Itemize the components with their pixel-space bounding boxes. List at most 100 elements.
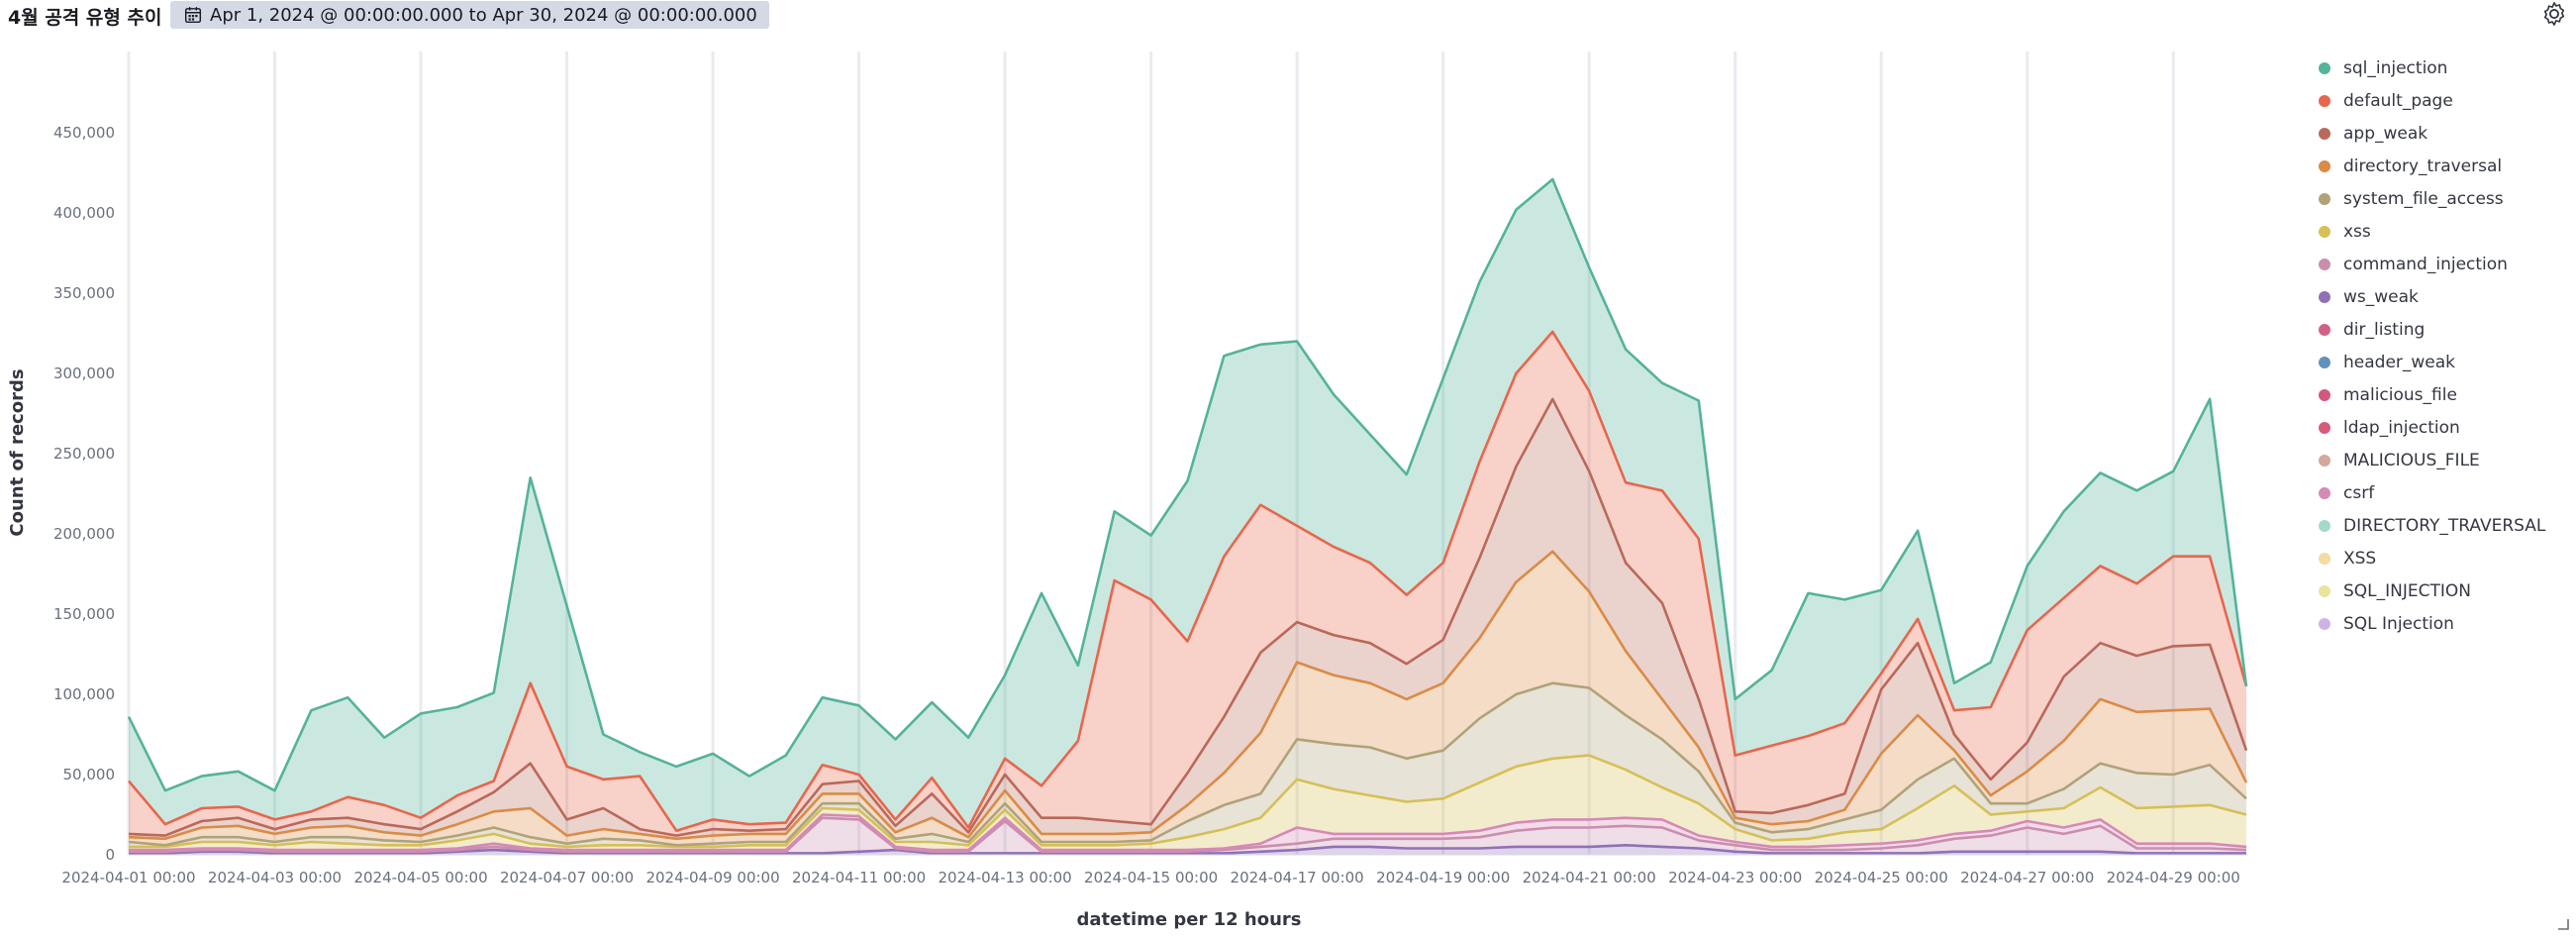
legend-swatch — [2319, 94, 2330, 107]
legend-label: malicious_file — [2343, 384, 2457, 405]
legend-item[interactable]: SQL Injection — [2319, 607, 2545, 640]
legend-item[interactable]: csrf — [2319, 476, 2545, 509]
y-tick-label: 150,000 — [53, 605, 115, 623]
legend-swatch — [2319, 127, 2330, 140]
legend-label: csrf — [2343, 482, 2375, 503]
legend-swatch — [2319, 388, 2330, 401]
legend-label: ldap_injection — [2343, 417, 2460, 438]
x-tick-label: 2024-04-03 00:00 — [208, 869, 342, 886]
legend-label: sql_injection — [2343, 57, 2448, 78]
x-tick-label: 2024-04-01 00:00 — [61, 869, 195, 886]
series-areas — [129, 179, 2246, 855]
x-tick-label: 2024-04-15 00:00 — [1084, 869, 1218, 886]
legend-item[interactable]: app_weak — [2319, 117, 2545, 150]
legend-label: MALICIOUS_FILE — [2343, 450, 2480, 470]
y-tick-label: 250,000 — [53, 445, 115, 463]
gear-icon[interactable] — [2540, 0, 2568, 28]
x-tick-label: 2024-04-11 00:00 — [792, 869, 926, 886]
area-default_page — [129, 331, 2246, 836]
legend-swatch — [2319, 61, 2330, 74]
legend-swatch — [2319, 192, 2330, 205]
legend-item[interactable]: malicious_file — [2319, 378, 2545, 411]
legend-item[interactable]: directory_traversal — [2319, 150, 2545, 182]
legend-item[interactable]: dir_listing — [2319, 313, 2545, 346]
legend-item[interactable]: SQL_INJECTION — [2319, 574, 2545, 607]
time-range-badge[interactable]: Apr 1, 2024 @ 00:00:00.000 to Apr 30, 20… — [170, 1, 769, 29]
y-axis-ticks: 0 50,000 100,000 150,000 200,000 250,000 300,0… — [53, 124, 115, 864]
legend-item[interactable]: ldap_injection — [2319, 411, 2545, 444]
legend-swatch — [2319, 584, 2330, 597]
legend-item[interactable]: xss — [2319, 215, 2545, 248]
y-tick-label: 400,000 — [53, 204, 115, 222]
legend-label: DIRECTORY_TRAVERSAL — [2343, 515, 2546, 536]
legend-label: header_weak — [2343, 352, 2456, 372]
y-tick-label: 350,000 — [53, 284, 115, 302]
legend-label: directory_traversal — [2343, 156, 2503, 176]
line-system_file_access — [128, 681, 2247, 847]
x-tick-label: 2024-04-19 00:00 — [1376, 869, 1510, 886]
area-system_file_access — [129, 682, 2246, 847]
series-lines — [127, 177, 2248, 855]
y-tick-label: 200,000 — [53, 525, 115, 543]
legend-item[interactable]: ws_weak — [2319, 280, 2545, 313]
x-axis-title: datetime per 12 hours — [1077, 909, 1302, 930]
line-app_weak — [128, 397, 2248, 837]
legend-swatch — [2319, 617, 2330, 630]
legend-item[interactable]: command_injection — [2319, 248, 2545, 280]
y-tick-label: 100,000 — [53, 685, 115, 703]
x-tick-label: 2024-04-09 00:00 — [645, 869, 779, 886]
grid-lines — [127, 52, 2175, 855]
legend-swatch — [2319, 290, 2330, 303]
area-ws_weak — [129, 845, 2246, 855]
x-tick-label: 2024-04-23 00:00 — [1668, 869, 1802, 886]
line-xss — [129, 754, 2247, 849]
legend-item[interactable]: system_file_access — [2319, 182, 2545, 215]
y-tick-label: 0 — [105, 846, 115, 864]
legend-item[interactable]: sql_injection — [2319, 52, 2545, 84]
legend-label: ws_weak — [2343, 286, 2419, 307]
resize-handle-icon[interactable] — [2556, 917, 2570, 931]
x-tick-label: 2024-04-21 00:00 — [1523, 869, 1656, 886]
legend-swatch — [2319, 159, 2330, 172]
line-default_page — [128, 330, 2248, 832]
legend-item[interactable]: DIRECTORY_TRAVERSAL — [2319, 509, 2545, 542]
area-sql_injection — [129, 179, 2246, 831]
legend-label: command_injection — [2343, 254, 2508, 274]
x-tick-label: 2024-04-13 00:00 — [939, 869, 1072, 886]
line-csrf — [129, 813, 2247, 852]
time-range-text: Apr 1, 2024 @ 00:00:00.000 to Apr 30, 20… — [210, 4, 757, 26]
legend-label: system_file_access — [2343, 188, 2504, 209]
x-tick-label: 2024-04-25 00:00 — [1815, 869, 1948, 886]
legend-label: app_weak — [2343, 123, 2428, 144]
x-tick-label: 2024-04-05 00:00 — [353, 869, 487, 886]
legend-label: default_page — [2343, 90, 2453, 111]
x-tick-label: 2024-04-07 00:00 — [500, 869, 634, 886]
y-tick-label: 50,000 — [63, 766, 116, 783]
legend-label: dir_listing — [2343, 319, 2426, 340]
legend-swatch — [2319, 454, 2330, 467]
legend-label: SQL Injection — [2343, 613, 2454, 634]
x-tick-label: 2024-04-17 00:00 — [1231, 869, 1364, 886]
calendar-icon — [184, 7, 202, 24]
line-command_injection — [129, 816, 2247, 854]
area-xss — [129, 755, 2246, 851]
line-directory_traversal — [128, 550, 2248, 841]
legend-item[interactable]: header_weak — [2319, 346, 2545, 378]
legend-swatch — [2319, 258, 2330, 270]
legend-swatch — [2319, 519, 2330, 532]
legend-item[interactable]: XSS — [2319, 542, 2545, 574]
line-sql_injection — [127, 177, 2248, 792]
dashboard-header: 4월 공격 유형 추이 Apr 1, 2024 @ 00:00:00.000 t… — [0, 0, 2576, 32]
y-tick-label: 300,000 — [53, 364, 115, 382]
stacked-area-chart: 0 50,000 100,000 150,000 200,000 250,000 300,0… — [7, 52, 2248, 930]
legend-swatch — [2319, 552, 2330, 565]
legend-swatch — [2319, 486, 2330, 499]
x-axis-ticks: 2024-04-01 00:00 2024-04-03 00:00 2024-04-… — [61, 869, 2239, 886]
area-command_injection — [129, 817, 2246, 854]
legend-item[interactable]: MALICIOUS_FILE — [2319, 444, 2545, 476]
legend-swatch — [2319, 356, 2330, 368]
legend-swatch — [2319, 421, 2330, 434]
legend-item[interactable]: default_page — [2319, 84, 2545, 117]
x-tick-label: 2024-04-29 00:00 — [2107, 869, 2240, 886]
